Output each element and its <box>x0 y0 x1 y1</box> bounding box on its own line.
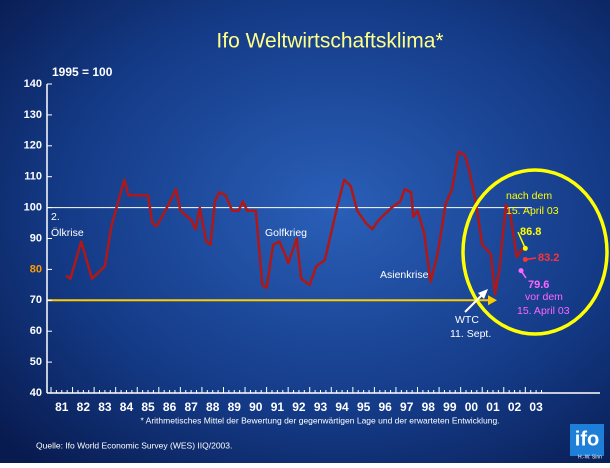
wtc-arrow-head <box>478 289 488 299</box>
y-tick-label: 50 <box>30 356 42 368</box>
x-tick-label: 89 <box>228 400 242 414</box>
logo: ifo <box>575 428 599 450</box>
y-tick-label: 40 <box>30 387 42 399</box>
source: Quelle: Ifo World Economic Survey (WES) … <box>36 440 232 450</box>
annotation: Asienkrise <box>380 269 429 281</box>
point-label: 83.2 <box>538 252 559 264</box>
x-tick-label: 85 <box>141 400 155 414</box>
line <box>65 150 525 296</box>
point-pointer <box>525 257 537 261</box>
y-tick-label: 80 <box>30 263 42 275</box>
x-tick-label: 92 <box>292 400 306 414</box>
x-tick-label: 87 <box>184 400 198 414</box>
annotation: 15. April 03 <box>517 305 570 317</box>
y-tick-label: 110 <box>24 171 42 183</box>
annotation: vor dem <box>525 291 563 303</box>
x-tick-label: 82 <box>77 400 91 414</box>
annotation: WTC <box>455 314 479 326</box>
x-tick-label: 84 <box>120 400 134 414</box>
author: H.-W. Sinn <box>578 454 602 460</box>
x-tick-label: 86 <box>163 400 177 414</box>
chart-title: Ifo Weltwirtschaftsklima* <box>216 30 443 53</box>
arrow-head <box>488 295 497 306</box>
x-tick-label: 95 <box>357 400 371 414</box>
x-tick-label: 94 <box>335 400 349 414</box>
x-tick-label: 91 <box>271 400 285 414</box>
y-tick-label: 60 <box>30 325 42 337</box>
y-tick-label: 120 <box>24 140 42 152</box>
logo-box <box>570 424 604 456</box>
y-tick-label: 100 <box>24 202 42 214</box>
x-tick-label: 01 <box>486 400 500 414</box>
x-tick-label: 02 <box>508 400 522 414</box>
highlight-ellipse <box>461 168 609 336</box>
annotation: 11. Sept. <box>450 328 491 340</box>
x-tick-label: 98 <box>422 400 436 414</box>
y-tick-label: 90 <box>30 232 42 244</box>
x-tick-label: 83 <box>98 400 112 414</box>
subtitle: 1995 = 100 <box>52 65 113 79</box>
x-tick-label: 93 <box>314 400 328 414</box>
point-pointer <box>520 270 527 279</box>
annotation: nach dem <box>506 190 552 202</box>
x-tick-label: 99 <box>443 400 457 414</box>
x-tick-label: 96 <box>379 400 393 414</box>
x-tick-label: 97 <box>400 400 414 414</box>
x-tick-label: 90 <box>249 400 263 414</box>
footnote: * Arithmetisches Mittel der Bewertung de… <box>140 415 499 425</box>
annotation: Ölkrise <box>51 227 84 239</box>
x-tick-label: 00 <box>465 400 479 414</box>
point-label: 79.6 <box>528 279 549 291</box>
point-label: 86.8 <box>520 226 541 238</box>
y-tick-label: 70 <box>30 294 42 306</box>
x-tick-label: 88 <box>206 400 220 414</box>
point-pointer <box>517 231 527 249</box>
x-tick-label: 81 <box>55 400 69 414</box>
annotation: 15. April 03 <box>506 205 559 217</box>
x-tick-label: 03 <box>529 400 543 414</box>
y-tick-label: 140 <box>24 78 42 90</box>
annotation: 2. <box>51 211 60 223</box>
annotation: Golfkrieg <box>265 227 307 239</box>
y-tick-label: 130 <box>24 109 42 121</box>
